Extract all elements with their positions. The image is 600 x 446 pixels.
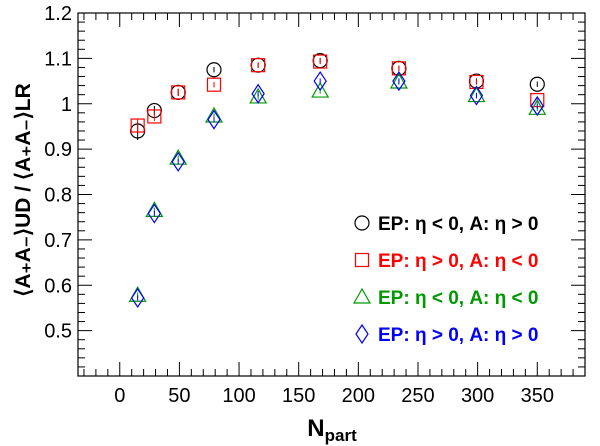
data-point-circle (206, 62, 222, 78)
legend-marker-square (354, 252, 370, 268)
y-tick-label: 0.9 (44, 139, 72, 161)
x-tick-label: 0 (114, 385, 125, 407)
data-point-diamond (313, 70, 327, 92)
y-axis-title: ⟨A₊A₋⟩UD / ⟨A₊A₋⟩LR (12, 83, 35, 297)
y-tick-label: 0.6 (44, 275, 72, 297)
data-point-square (313, 54, 328, 69)
x-tick-label: 250 (401, 385, 434, 407)
y-tick-label: 0.8 (44, 185, 72, 207)
x-axis-title-main: N (307, 415, 324, 442)
legend-label: EP: η > 0, A: η < 0 (378, 251, 539, 272)
y-tick-label: 0.5 (44, 321, 72, 343)
y-tick-label: 0.7 (44, 230, 72, 252)
legend-marker-triangle (352, 287, 372, 304)
data-point-triangle (467, 86, 486, 103)
x-tick-label: 50 (168, 385, 190, 407)
data-point-diamond (530, 95, 545, 117)
data-point-diamond (469, 85, 484, 106)
x-tick-label: 300 (461, 385, 494, 407)
legend-label: EP: η < 0, A: η > 0 (378, 214, 539, 235)
x-axis-title-sub: part (325, 426, 357, 445)
y-tick-label: 1 (61, 94, 72, 116)
x-axis-title: Npart (307, 415, 357, 445)
y-tick-label: 1.1 (44, 48, 72, 70)
data-point-diamond (392, 70, 406, 92)
x-tick-label: 200 (342, 385, 375, 407)
data-point-diamond (147, 203, 162, 224)
data-point-diamond (171, 151, 185, 172)
data-point-triangle (389, 72, 408, 89)
data-point-square (251, 58, 266, 73)
data-point-square (206, 77, 222, 92)
data-point-square (130, 118, 145, 133)
plot-frame (77, 12, 586, 377)
data-point-square (147, 109, 162, 124)
data-point-diamond (130, 287, 145, 309)
data-point-triangle (145, 201, 164, 217)
legend-label: EP: η < 0, A: η < 0 (378, 288, 539, 309)
x-tick-label: 100 (222, 385, 255, 407)
axes: 0 50 100 150 200 250 300 350 0.5 0.6 0.7 0.8 0.9 1 1.1… (44, 3, 586, 407)
legend: EP: η < 0, A: η > 0 EP: η > 0, A: η < 0 EP… (352, 214, 539, 346)
legend-marker-circle (354, 215, 370, 231)
x-tick-label: 350 (521, 385, 554, 407)
y-tick-label: 1.2 (44, 3, 72, 25)
data-point-diamond (207, 109, 221, 130)
data-point-triangle (311, 81, 330, 98)
series-diamond (130, 70, 545, 309)
data-points (128, 53, 547, 309)
x-tick-label: 150 (282, 385, 315, 407)
legend-label: EP: η > 0, A: η > 0 (378, 325, 539, 346)
legend-marker-diamond (355, 323, 369, 345)
data-point-diamond (251, 83, 265, 104)
data-point-square (171, 85, 186, 100)
data-point-circle (529, 76, 545, 92)
